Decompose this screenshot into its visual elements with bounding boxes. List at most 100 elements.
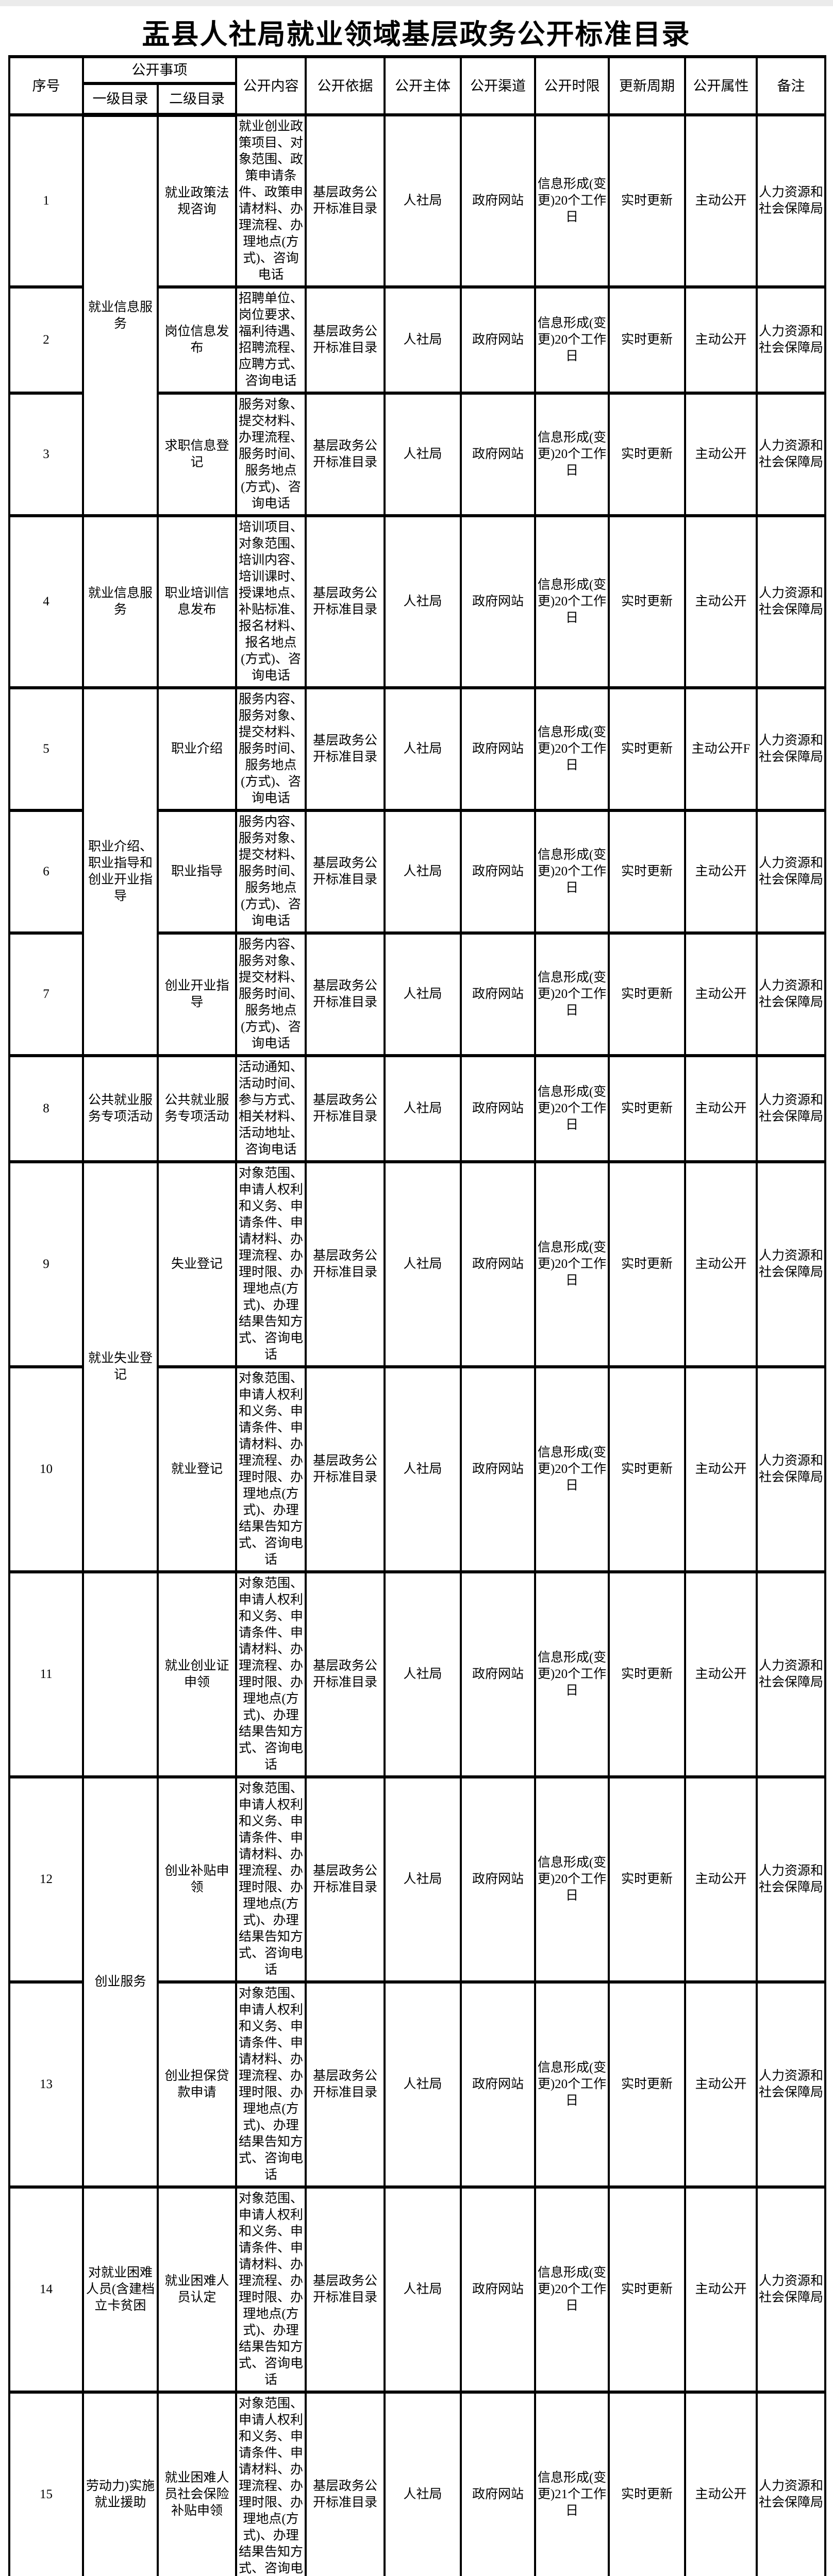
level2-cell[interactable]: 公共就业服务专项活动 bbox=[157, 1054, 237, 1163]
basis-cell[interactable]: 基层政务公开标准目录 bbox=[305, 285, 386, 395]
basis-cell[interactable]: 基层政务公开标准目录 bbox=[305, 392, 386, 517]
subject-cell[interactable]: 人社局 bbox=[384, 1054, 462, 1163]
header-level2[interactable]: 二级目录 bbox=[157, 82, 237, 117]
basis-cell[interactable]: 基层政务公开标准目录 bbox=[305, 1054, 386, 1163]
row-index-cell[interactable]: 8 bbox=[8, 1054, 84, 1163]
attribute-cell[interactable]: 主动公开 bbox=[684, 1570, 758, 1778]
basis-cell[interactable]: 基层政务公开标准目录 bbox=[305, 2185, 386, 2394]
time-limit-cell[interactable]: 信息形成(变更)20个工作日 bbox=[534, 2185, 610, 2394]
row-index-cell[interactable]: 4 bbox=[8, 514, 84, 689]
remark-cell[interactable]: 人力资源和社会保障局 bbox=[756, 113, 826, 289]
channel-cell[interactable]: 政府网站 bbox=[460, 1570, 536, 1778]
time-limit-cell[interactable]: 信息形成(变更)20个工作日 bbox=[534, 809, 610, 935]
update-cycle-cell[interactable]: 实时更新 bbox=[608, 113, 686, 289]
level2-cell[interactable]: 就业创业证申领 bbox=[157, 1570, 237, 1778]
row-index-cell[interactable]: 11 bbox=[8, 1570, 84, 1778]
attribute-cell[interactable]: 主动公开F bbox=[684, 686, 758, 812]
header-basis[interactable]: 公开依据 bbox=[305, 55, 386, 116]
update-cycle-cell[interactable]: 实时更新 bbox=[608, 686, 686, 812]
header-subject[interactable]: 公开主体 bbox=[384, 55, 462, 116]
row-index-cell[interactable]: 12 bbox=[8, 1775, 84, 1984]
channel-cell[interactable]: 政府网站 bbox=[460, 1980, 536, 2189]
basis-cell[interactable]: 基层政务公开标准目录 bbox=[305, 1365, 386, 1573]
row-index-cell[interactable]: 1 bbox=[8, 113, 84, 289]
attribute-cell[interactable]: 主动公开 bbox=[684, 2391, 758, 2576]
basis-cell[interactable]: 基层政务公开标准目录 bbox=[305, 514, 386, 689]
attribute-cell[interactable]: 主动公开 bbox=[684, 1054, 758, 1163]
time-limit-cell[interactable]: 信息形成(变更)20个工作日 bbox=[534, 1054, 610, 1163]
update-cycle-cell[interactable]: 实时更新 bbox=[608, 1365, 686, 1573]
level2-cell[interactable]: 就业困难人员认定 bbox=[157, 2185, 237, 2394]
header-remark[interactable]: 备注 bbox=[756, 55, 826, 116]
channel-cell[interactable]: 政府网站 bbox=[460, 809, 536, 935]
update-cycle-cell[interactable]: 实时更新 bbox=[608, 285, 686, 395]
row-index-cell[interactable]: 14 bbox=[8, 2185, 84, 2394]
update-cycle-cell[interactable]: 实时更新 bbox=[608, 1980, 686, 2189]
header-level1[interactable]: 一级目录 bbox=[82, 82, 159, 117]
time-limit-cell[interactable]: 信息形成(变更)20个工作日 bbox=[534, 1980, 610, 2189]
row-index-cell[interactable]: 6 bbox=[8, 809, 84, 935]
attribute-cell[interactable]: 主动公开 bbox=[684, 1980, 758, 2189]
basis-cell[interactable]: 基层政务公开标准目录 bbox=[305, 931, 386, 1057]
content-cell[interactable]: 招聘单位、岗位要求、福利待遇、招聘流程、应聘方式、咨询电话 bbox=[235, 285, 307, 395]
content-cell[interactable]: 服务内容、服务对象、提交材料、服务时间、服务地点(方式)、咨询电话 bbox=[235, 686, 307, 812]
channel-cell[interactable]: 政府网站 bbox=[460, 1775, 536, 1984]
remark-cell[interactable]: 人力资源和社会保障局 bbox=[756, 1570, 826, 1778]
level1-cell[interactable]: 就业失业登记 bbox=[82, 1160, 159, 1573]
level2-cell[interactable]: 创业担保贷款申请 bbox=[157, 1980, 237, 2189]
attribute-cell[interactable]: 主动公开 bbox=[684, 1160, 758, 1368]
channel-cell[interactable]: 政府网站 bbox=[460, 931, 536, 1057]
remark-cell[interactable]: 人力资源和社会保障局 bbox=[756, 931, 826, 1057]
update-cycle-cell[interactable]: 实时更新 bbox=[608, 1775, 686, 1984]
level2-cell[interactable]: 失业登记 bbox=[157, 1160, 237, 1368]
remark-cell[interactable]: 人力资源和社会保障局 bbox=[756, 1054, 826, 1163]
remark-cell[interactable]: 人力资源和社会保障局 bbox=[756, 392, 826, 517]
remark-cell[interactable]: 人力资源和社会保障局 bbox=[756, 1365, 826, 1573]
channel-cell[interactable]: 政府网站 bbox=[460, 1160, 536, 1368]
subject-cell[interactable]: 人社局 bbox=[384, 2185, 462, 2394]
update-cycle-cell[interactable]: 实时更新 bbox=[608, 392, 686, 517]
content-cell[interactable]: 对象范围、申请人权利和义务、申请条件、申请材料、办理流程、办理时限、办理地点(方… bbox=[235, 1980, 307, 2189]
content-cell[interactable]: 服务对象、提交材料、办理流程、服务时间、服务地点(方式)、咨询电话 bbox=[235, 392, 307, 517]
row-index-cell[interactable]: 9 bbox=[8, 1160, 84, 1368]
subject-cell[interactable]: 人社局 bbox=[384, 113, 462, 289]
subject-cell[interactable]: 人社局 bbox=[384, 1160, 462, 1368]
time-limit-cell[interactable]: 信息形成(变更)20个工作日 bbox=[534, 931, 610, 1057]
remark-cell[interactable]: 人力资源和社会保障局 bbox=[756, 1980, 826, 2189]
subject-cell[interactable]: 人社局 bbox=[384, 514, 462, 689]
attribute-cell[interactable]: 主动公开 bbox=[684, 392, 758, 517]
time-limit-cell[interactable]: 信息形成(变更)21个工作日 bbox=[534, 2391, 610, 2576]
attribute-cell[interactable]: 主动公开 bbox=[684, 1775, 758, 1984]
subject-cell[interactable]: 人社局 bbox=[384, 392, 462, 517]
channel-cell[interactable]: 政府网站 bbox=[460, 1054, 536, 1163]
remark-cell[interactable]: 人力资源和社会保障局 bbox=[756, 285, 826, 395]
level1-cell[interactable] bbox=[82, 1570, 159, 1778]
basis-cell[interactable]: 基层政务公开标准目录 bbox=[305, 1160, 386, 1368]
attribute-cell[interactable]: 主动公开 bbox=[684, 514, 758, 689]
attribute-cell[interactable]: 主动公开 bbox=[684, 285, 758, 395]
channel-cell[interactable]: 政府网站 bbox=[460, 113, 536, 289]
channel-cell[interactable]: 政府网站 bbox=[460, 1365, 536, 1573]
level2-cell[interactable]: 职业培训信息发布 bbox=[157, 514, 237, 689]
update-cycle-cell[interactable]: 实时更新 bbox=[608, 1160, 686, 1368]
subject-cell[interactable]: 人社局 bbox=[384, 809, 462, 935]
subject-cell[interactable]: 人社局 bbox=[384, 931, 462, 1057]
remark-cell[interactable]: 人力资源和社会保障局 bbox=[756, 2391, 826, 2576]
header-channel[interactable]: 公开渠道 bbox=[460, 55, 536, 116]
attribute-cell[interactable]: 主动公开 bbox=[684, 809, 758, 935]
content-cell[interactable]: 对象范围、申请人权利和义务、申请条件、申请材料、办理流程、办理时限、办理地点(方… bbox=[235, 1160, 307, 1368]
content-cell[interactable]: 服务内容、服务对象、提交材料、服务时间、服务地点(方式)、咨询电话 bbox=[235, 931, 307, 1057]
update-cycle-cell[interactable]: 实时更新 bbox=[608, 1570, 686, 1778]
content-cell[interactable]: 对象范围、申请人权利和义务、申请条件、申请材料、办理流程、办理时限、办理地点(方… bbox=[235, 1775, 307, 1984]
remark-cell[interactable]: 人力资源和社会保障局 bbox=[756, 1160, 826, 1368]
basis-cell[interactable]: 基层政务公开标准目录 bbox=[305, 1775, 386, 1984]
row-index-cell[interactable]: 13 bbox=[8, 1980, 84, 2189]
attribute-cell[interactable]: 主动公开 bbox=[684, 113, 758, 289]
level2-cell[interactable]: 就业困难人员社会保险补贴申领 bbox=[157, 2391, 237, 2576]
channel-cell[interactable]: 政府网站 bbox=[460, 2185, 536, 2394]
remark-cell[interactable]: 人力资源和社会保障局 bbox=[756, 2185, 826, 2394]
content-cell[interactable]: 对象范围、申请人权利和义务、申请条件、申请材料、办理流程、办理时限、办理地点(方… bbox=[235, 2185, 307, 2394]
level2-cell[interactable]: 职业指导 bbox=[157, 809, 237, 935]
basis-cell[interactable]: 基层政务公开标准目录 bbox=[305, 1570, 386, 1778]
level2-cell[interactable]: 职业介绍 bbox=[157, 686, 237, 812]
